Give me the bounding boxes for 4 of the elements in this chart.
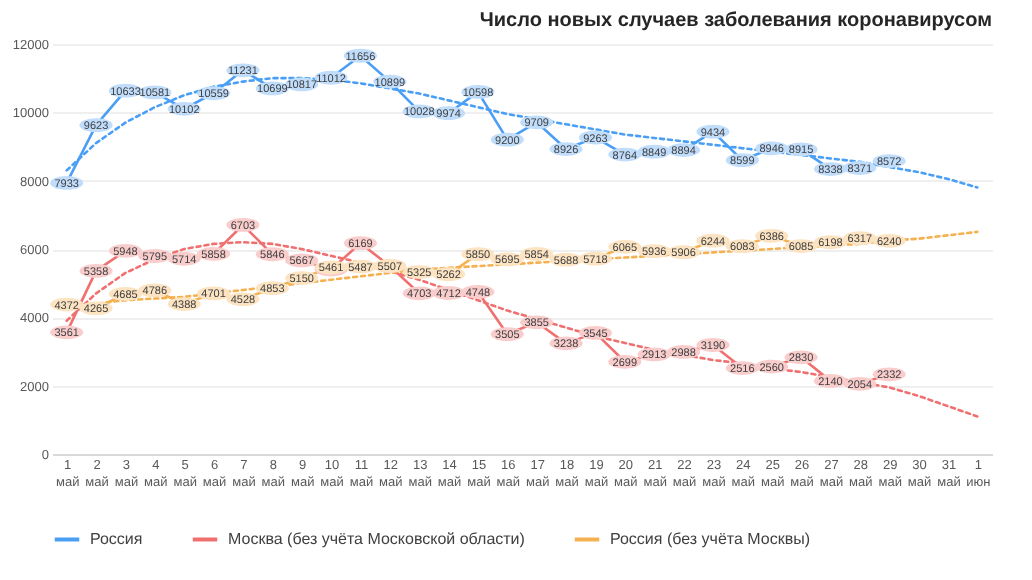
chart-title: Число новых случаев заболевания коронавирусом: [479, 10, 992, 32]
legend-label: Россия: [90, 529, 143, 548]
legend-label: Москва (без учёта Московской области): [228, 529, 526, 548]
legend-label: Россия (без учёта Москвы): [610, 529, 811, 548]
